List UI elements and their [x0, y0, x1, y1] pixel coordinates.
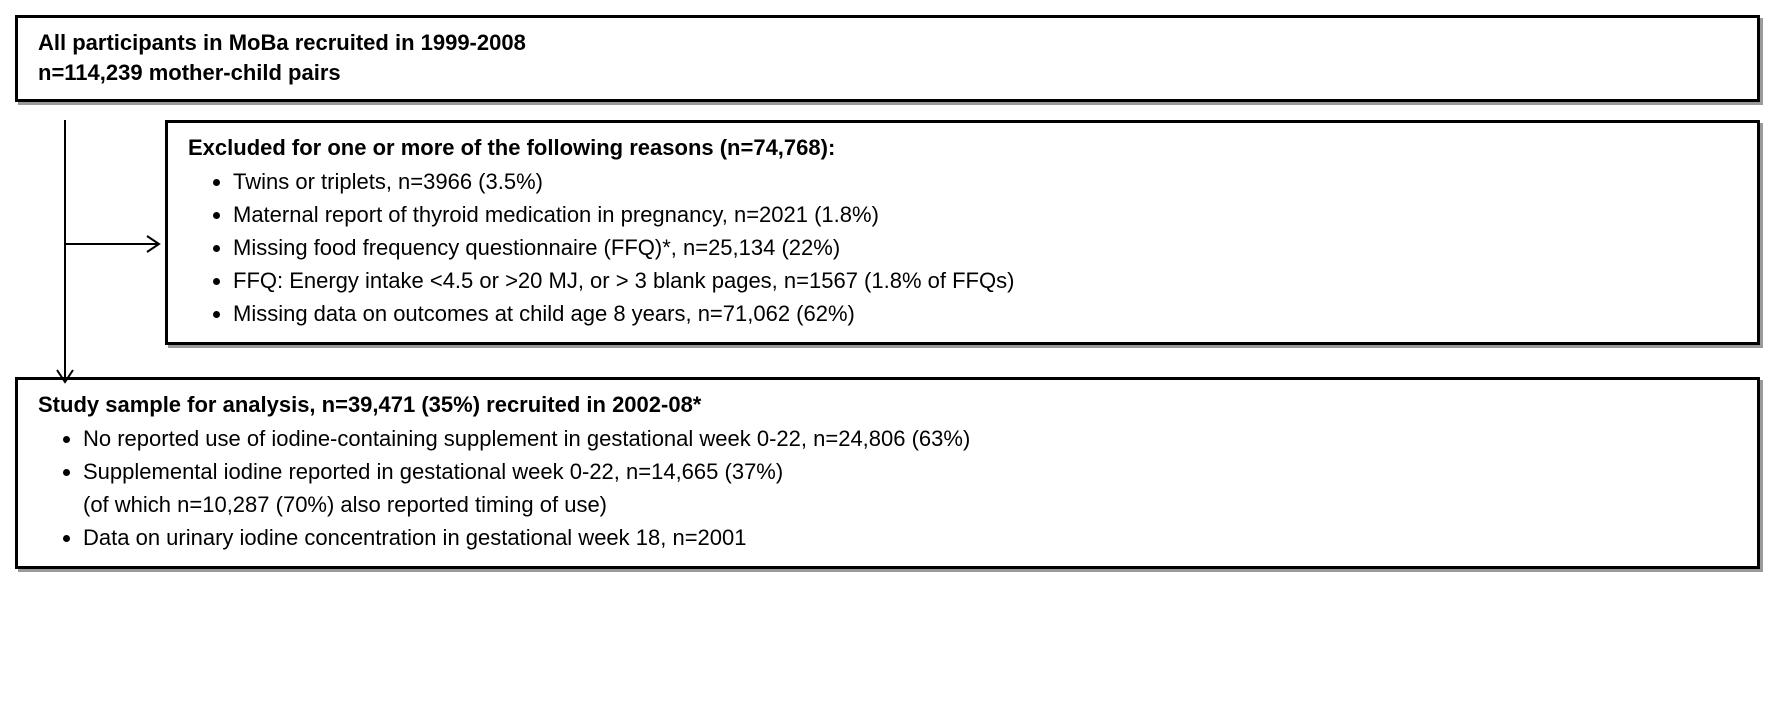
middle-row: Excluded for one or more of the followin… — [15, 120, 1760, 345]
excluded-item: FFQ: Energy intake <4.5 or >20 MJ, or > … — [233, 264, 1737, 297]
bottom-list: No reported use of iodine-containing sup… — [38, 422, 1737, 554]
top-box-line1: All participants in MoBa recruited in 19… — [38, 28, 1737, 58]
bottom-box: Study sample for analysis, n=39,471 (35%… — [15, 377, 1760, 569]
top-box: All participants in MoBa recruited in 19… — [15, 15, 1760, 102]
excluded-box: Excluded for one or more of the followin… — [165, 120, 1760, 345]
bottom-item: No reported use of iodine-containing sup… — [83, 422, 1737, 455]
bottom-item-text: Supplemental iodine reported in gestatio… — [83, 459, 783, 484]
arrow-column — [15, 120, 165, 345]
bottom-item: Data on urinary iodine concentration in … — [83, 521, 1737, 554]
excluded-item: Maternal report of thyroid medication in… — [233, 198, 1737, 231]
bottom-item-subline: (of which n=10,287 (70%) also reported t… — [83, 488, 1737, 521]
excluded-item: Missing data on outcomes at child age 8 … — [233, 297, 1737, 330]
excluded-item: Twins or triplets, n=3966 (3.5%) — [233, 165, 1737, 198]
flow-arrow — [45, 120, 195, 400]
bottom-title: Study sample for analysis, n=39,471 (35%… — [38, 390, 1737, 420]
excluded-title: Excluded for one or more of the followin… — [188, 133, 1737, 163]
top-box-line2: n=114,239 mother-child pairs — [38, 58, 1737, 88]
bottom-item: Supplemental iodine reported in gestatio… — [83, 455, 1737, 521]
excluded-list: Twins or triplets, n=3966 (3.5%) Materna… — [188, 165, 1737, 330]
excluded-item: Missing food frequency questionnaire (FF… — [233, 231, 1737, 264]
